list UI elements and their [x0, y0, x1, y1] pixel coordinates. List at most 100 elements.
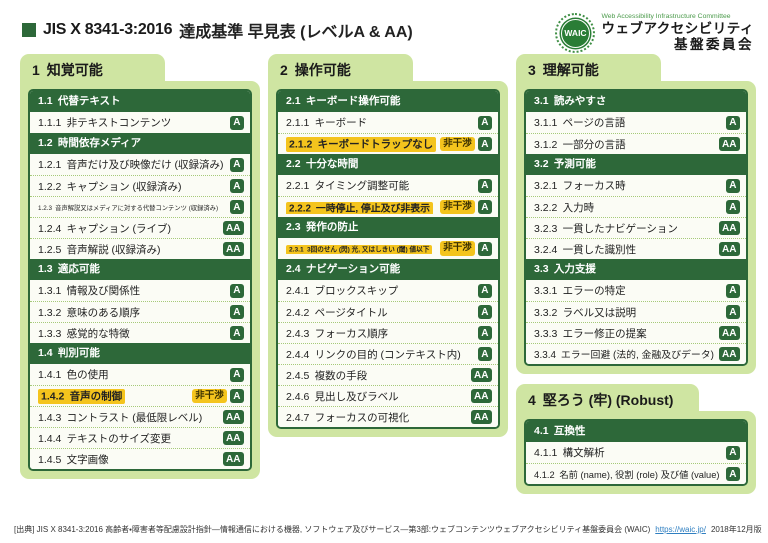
footer-meta: ウェブアクセシビリティ基盤委員会 (WAIC) https://waic.jp/… [495, 524, 762, 535]
criterion-label: 3.2.1 フォーカス時 [534, 178, 722, 193]
criterion-text: 4.1.1 構文解析 [534, 447, 605, 459]
criterion-badges: A [229, 157, 244, 172]
criterion-badges: A [229, 326, 244, 340]
title-standard-code: JIS X 8341-3:2016 [43, 21, 173, 38]
guideline-header-1.4: 1.4 判別可能 [30, 343, 250, 364]
criterion-badges: A [725, 283, 740, 298]
criterion-badges: A [725, 445, 740, 460]
criterion-label: 3.2.2 入力時 [534, 200, 722, 215]
footer-edition: 2018年12月版 [710, 525, 762, 534]
criterion-badges: A [229, 115, 244, 130]
guideline-header-1.1: 1.1 代替テキスト [30, 91, 250, 112]
criterion-row-1.2.3: 1.2.3 音声解説又はメディアに対する代替コンテンツ (収録済み) A [30, 196, 250, 217]
criterion-row-2.4.3: 2.4.3 フォーカス順序 A [278, 322, 498, 343]
criterion-badges: AA [222, 431, 244, 445]
criterion-label: 3.3.4 エラー回避 (法的, 金融及びデータ) [534, 347, 715, 361]
guideline-header-3.1: 3.1 読みやすさ [526, 91, 746, 112]
criterion-badges: AA [718, 137, 740, 151]
level-badge: AA [718, 326, 740, 340]
criterion-badges: AA [470, 368, 492, 382]
criterion-label: 1.4.1 色の使用 [38, 367, 226, 382]
criterion-label: 2.2.2 一時停止, 停止及び非表示 [286, 200, 436, 214]
criterion-row-1.3.1: 1.3.1 情報及び関係性 A [30, 280, 250, 301]
criterion-label: 2.4.2 ページタイトル [286, 305, 474, 320]
waic-logo-english: Web Accessibility Infrastructure Committ… [601, 13, 731, 21]
level-badge: AA [470, 389, 492, 403]
criterion-row-1.4.3: 1.4.3 コントラスト (最低限レベル) AA [30, 406, 250, 427]
criterion-badges: A [725, 200, 740, 214]
footer-url-link[interactable]: https://waic.jp/ [655, 525, 706, 534]
criterion-label: 2.1.1 キーボード [286, 115, 474, 130]
category-body: 1.1 代替テキスト 1.1.1 非テキストコンテンツ A 1.2 時間依存メディア 1… [20, 81, 260, 479]
criterion-label: 2.2.1 タイミング調整可能 [286, 178, 474, 193]
criterion-badges: A [229, 200, 244, 214]
category-title: 堅ろう (牢) (Robust) [542, 392, 674, 408]
waic-logo-japanese-line2: 基盤委員会 [674, 37, 754, 52]
noninterference-badge: 非干渉 [440, 199, 475, 215]
level-badge: AA [222, 221, 244, 235]
criterion-badges: A [477, 347, 492, 361]
level-badge: A [477, 305, 492, 319]
criterion-badges: A [477, 178, 492, 193]
criterion-row-1.3.3: 1.3.3 感覚的な特徴 A [30, 322, 250, 343]
criterion-text: 2.2.2 一時停止, 停止及び非表示 [286, 201, 434, 214]
criterion-badges: AA [470, 389, 492, 403]
criterion-label: 1.2.1 音声だけ及び映像だけ (収録済み) [38, 157, 226, 172]
level-badge: A [229, 305, 244, 319]
guideline-header-1.2: 1.2 時間依存メディア [30, 133, 250, 154]
level-badge: A [477, 347, 492, 361]
category-title: 理解可能 [542, 62, 599, 78]
guideline-header-1.3: 1.3 適応可能 [30, 259, 250, 280]
criterion-text: 2.4.4 リンクの目的 (コンテキスト内) [286, 348, 461, 361]
criterion-text: 2.1.2 キーボードトラップなし [286, 137, 437, 152]
level-badge: A [229, 389, 244, 403]
column-perceivable: 1 知覚可能 1.1 代替テキスト 1.1.1 非テキストコンテンツ A 1.2 時間依存… [20, 54, 260, 489]
criterion-badges: AA [470, 410, 492, 424]
level-badge: A [477, 326, 492, 340]
criterion-badges: AA [718, 326, 740, 340]
criterion-text: 2.4.2 ページタイトル [286, 306, 388, 319]
criterion-row-2.1.1: 2.1.1 キーボード A [278, 112, 498, 133]
criterion-label: 1.4.3 コントラスト (最低限レベル) [38, 410, 219, 425]
criterion-label: 2.4.7 フォーカスの可視化 [286, 410, 467, 425]
criterion-badges: A [477, 305, 492, 319]
level-badge: AA [470, 368, 492, 382]
criteria-panel: 3.1 読みやすさ 3.1.1 ページの言語 A 3.1.2 一部分の言語 AA 3.2 … [524, 89, 748, 366]
criterion-text: 1.1.1 非テキストコンテンツ [38, 117, 172, 129]
criterion-row-3.1.1: 3.1.1 ページの言語 A [526, 112, 746, 133]
criterion-label: 3.2.3 一貫したナビゲーション [534, 221, 715, 236]
criterion-label: 3.3.2 ラベル又は説明 [534, 305, 722, 320]
level-badge: AA [718, 242, 740, 256]
level-badge: AA [718, 347, 740, 361]
criterion-text: 1.3.3 感覚的な特徴 [38, 327, 130, 340]
criterion-row-3.1.2: 3.1.2 一部分の言語 AA [526, 133, 746, 154]
criterion-text: 3.3.3 エラー修正の提案 [534, 327, 647, 340]
page-footer: [出典] JIS X 8341-3:2016 高齢者・障害者等配慮設計指針―情報… [0, 524, 768, 535]
criterion-row-1.2.5: 1.2.5 音声解説 (収録済み) AA [30, 238, 250, 259]
category-tab-4: 4 堅ろう (牢) (Robust) [516, 384, 700, 411]
criteria-panel: 1.1 代替テキスト 1.1.1 非テキストコンテンツ A 1.2 時間依存メディア 1… [28, 89, 252, 471]
criterion-row-2.4.2: 2.4.2 ページタイトル A [278, 301, 498, 322]
criterion-label: 2.4.1 ブロックスキップ [286, 283, 474, 298]
criterion-badges: 非干渉 A [440, 241, 492, 256]
criterion-label: 1.3.2 意味のある順序 [38, 305, 226, 320]
criterion-text: 1.2.4 キャプション (ライブ) [38, 222, 172, 235]
source-note: [出典] JIS X 8341-3:2016 高齢者・障害者等配慮設計指針―情報… [14, 525, 495, 534]
category-tab-2: 2 操作可能 [268, 54, 413, 81]
criterion-text: 1.2.3 音声解説又はメディアに対する代替コンテンツ (収録済み) [38, 204, 219, 212]
level-badge: A [477, 241, 492, 256]
criterion-row-3.2.1: 3.2.1 フォーカス時 A [526, 175, 746, 196]
criterion-text: 2.3.1 3回のせん (閃) 光, 又はしきい (閾) 値以下 [286, 245, 433, 254]
criterion-row-2.2.1: 2.2.1 タイミング調整可能 A [278, 175, 498, 196]
criterion-row-2.2.2: 2.2.2 一時停止, 停止及び非表示 非干渉 A [278, 196, 498, 217]
criterion-row-1.3.2: 1.3.2 意味のある順序 A [30, 301, 250, 322]
level-badge: AA [222, 431, 244, 445]
criterion-label: 2.4.6 見出し及びラベル [286, 389, 467, 404]
criterion-badges: A [229, 283, 244, 298]
level-badge: AA [718, 221, 740, 235]
criterion-text: 3.2.4 一貫した識別性 [534, 243, 637, 256]
category-1: 1 知覚可能 1.1 代替テキスト 1.1.1 非テキストコンテンツ A 1.2 時間依存… [20, 54, 260, 479]
criterion-label: 2.1.2 キーボードトラップなし [286, 137, 437, 152]
criterion-label: 3.3.1 エラーの特定 [534, 283, 722, 298]
criterion-text: 3.3.1 エラーの特定 [534, 285, 626, 297]
